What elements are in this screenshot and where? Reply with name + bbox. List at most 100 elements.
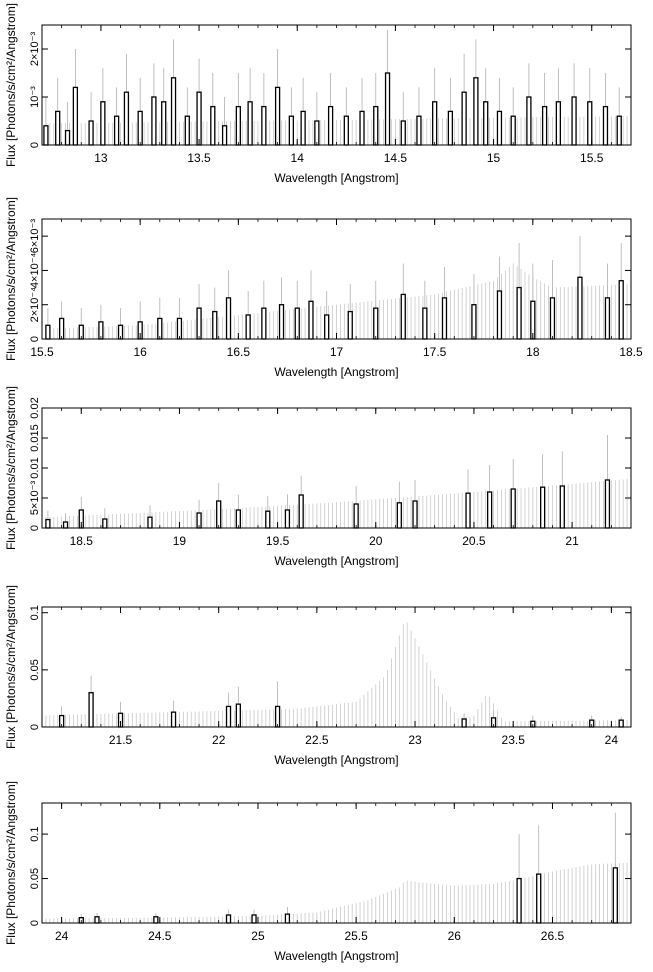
data-bar [100, 101, 106, 146]
y-tick-label: 0.1 [29, 605, 41, 620]
x-tick-label: 24 [605, 733, 619, 747]
data-bar [161, 101, 167, 146]
y-axis-label: Flux [Photons/s/cm²/Angstrom] [4, 197, 18, 361]
data-bar [58, 317, 65, 340]
y-tick-label: 0.01 [29, 457, 41, 478]
data-bar [151, 96, 157, 146]
y-tick-label: 0.05 [29, 659, 41, 680]
x-tick-label: 25 [251, 929, 265, 943]
data-bar [157, 317, 163, 340]
data-bar [247, 101, 253, 146]
y-tick-label: 0 [29, 920, 41, 926]
x-tick-label: 19 [173, 534, 187, 548]
data-bar [45, 324, 51, 340]
data-bar [422, 307, 428, 340]
data-bar [72, 86, 79, 146]
x-tick-label: 21.5 [109, 733, 133, 747]
data-bar [137, 110, 143, 146]
x-tick-label: 24 [55, 929, 69, 943]
data-bar [284, 913, 291, 924]
y-tick-label: 0.015 [29, 424, 41, 452]
y-axis-label: Flux [Photons/s/cm²/Angstrom] [4, 585, 18, 749]
y-tick-label: 0.05 [29, 868, 41, 889]
x-tick-label: 15.5 [30, 345, 54, 359]
data-bar [196, 307, 202, 340]
x-tick-label: 13.5 [187, 151, 211, 165]
y-axis-label: Flux [Photons/s/cm²/Angstrom] [4, 781, 18, 945]
data-bar [577, 276, 583, 340]
panel-1: 13 13.5 14 14.5 15 15.5 0 10⁻³ 2×10⁻³ Wavelength … [4, 3, 632, 185]
data-bar [353, 503, 359, 529]
data-bar [225, 297, 232, 340]
data-bar [147, 516, 153, 529]
data-bar [516, 877, 522, 924]
data-bar [465, 492, 471, 529]
x-tick-label: 22 [212, 733, 226, 747]
data-bar [343, 115, 349, 146]
data-bar [400, 293, 406, 340]
data-bar [170, 711, 177, 728]
y-tick-label: 0 [29, 724, 41, 730]
data-bar [396, 502, 402, 529]
x-tick-label: 17 [330, 345, 344, 359]
x-tick-label: 20.5 [462, 534, 486, 548]
data-bar [541, 105, 548, 146]
data-bar [64, 129, 71, 146]
x-tick-label: 17.5 [423, 345, 447, 359]
data-bar [43, 125, 49, 146]
data-bar [536, 873, 542, 924]
x-tick-label: 14.5 [384, 151, 408, 165]
x-tick-label: 18.5 [70, 534, 94, 548]
x-tick-label: 22.5 [305, 733, 329, 747]
x-tick-label: 14 [291, 151, 305, 165]
data-bar [265, 510, 271, 529]
data-bar [184, 115, 190, 146]
data-bar [559, 485, 565, 529]
data-bar [327, 105, 334, 146]
panel-3: 18.5 19 19.5 20 20.5 21 0 5×10⁻³ 0.01 0.015 0.02 Wa… [4, 386, 632, 568]
data-bar [571, 96, 577, 146]
x-tick-label: 15.5 [580, 151, 604, 165]
data-bar [618, 719, 624, 728]
data-bar [212, 310, 218, 340]
x-axis-label: Wavelength [Angstrom] [274, 554, 398, 568]
data-bar [618, 280, 624, 340]
data-bar [510, 488, 516, 529]
y-tick-label: 2×10⁻³ [29, 32, 41, 67]
data-bar [604, 297, 611, 340]
data-bar [298, 494, 304, 529]
data-bar [55, 110, 61, 146]
data-bar [416, 115, 422, 146]
data-bar [113, 115, 120, 146]
x-tick-label: 16.5 [227, 345, 251, 359]
data-bar [412, 500, 418, 529]
data-bar [235, 105, 241, 146]
x-tick-label: 19.5 [266, 534, 290, 548]
data-bar [308, 300, 314, 340]
x-tick-label: 15 [487, 151, 501, 165]
data-bar [347, 310, 353, 340]
data-bar [153, 916, 159, 924]
y-tick-label: 4×10⁻⁴ [29, 253, 41, 289]
error-envelope [41, 622, 632, 727]
data-bar [170, 77, 177, 146]
data-bar [483, 101, 489, 146]
data-bar [284, 509, 291, 529]
panel-4: 21.5 22 22.5 23 23.5 24 0 0.05 0.1 Wavelength [An… [4, 585, 632, 767]
data-bar [274, 705, 281, 728]
x-axis-label: Wavelength [Angstrom] [274, 171, 398, 185]
data-bar [602, 105, 609, 146]
data-bar [261, 307, 267, 340]
y-axis-label: Flux [Photons/s/cm²/Angstrom] [4, 3, 18, 167]
data-bar [102, 518, 108, 529]
data-bar [461, 718, 467, 728]
data-bar [210, 105, 216, 146]
error-envelope [41, 263, 632, 339]
data-bar [324, 314, 330, 340]
data-bar [225, 705, 232, 728]
data-bar [616, 115, 622, 146]
y-tick-label: 0 [29, 525, 41, 531]
x-tick-label: 18.5 [619, 345, 643, 359]
data-bar [45, 518, 51, 529]
